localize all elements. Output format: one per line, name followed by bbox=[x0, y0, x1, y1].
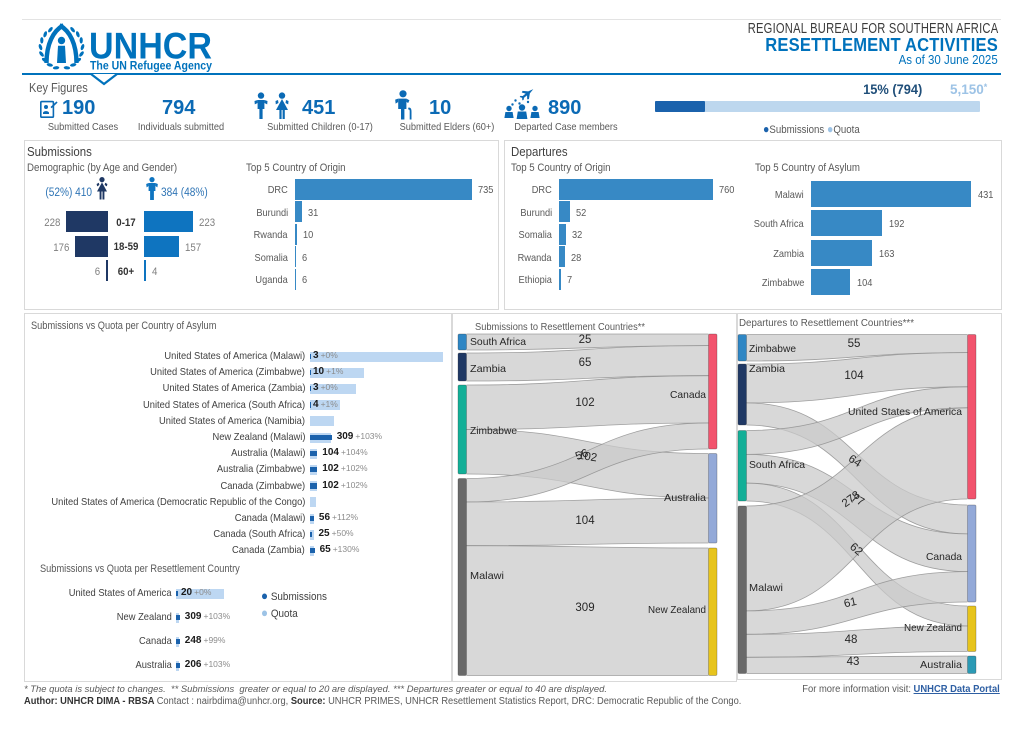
svg-text:104: 104 bbox=[575, 515, 595, 527]
svg-text:Australia: Australia bbox=[664, 492, 706, 504]
svg-text:55: 55 bbox=[848, 338, 861, 350]
svg-text:The UN Refugee Agency: The UN Refugee Agency bbox=[90, 60, 212, 73]
svg-text:56: 56 bbox=[574, 447, 590, 463]
svg-text:South Africa: South Africa bbox=[749, 459, 805, 471]
svg-text:65: 65 bbox=[579, 357, 592, 369]
svg-text:Australia: Australia bbox=[920, 659, 962, 671]
svg-text:61: 61 bbox=[843, 596, 858, 610]
svg-text:77: 77 bbox=[849, 492, 866, 509]
svg-text:Zambia: Zambia bbox=[470, 363, 506, 375]
svg-text:Zimbabwe: Zimbabwe bbox=[470, 425, 517, 437]
svg-text:Zimbabwe: Zimbabwe bbox=[749, 343, 796, 355]
svg-text:United States of America: United States of America bbox=[848, 406, 962, 418]
svg-text:Malawi: Malawi bbox=[470, 570, 504, 582]
svg-text:New Zealand: New Zealand bbox=[648, 604, 706, 616]
svg-text:104: 104 bbox=[844, 370, 864, 382]
svg-text:Submissions to Resettlement Co: Submissions to Resettlement Countries** bbox=[475, 321, 645, 333]
svg-text:Canada: Canada bbox=[926, 551, 962, 563]
svg-text:43: 43 bbox=[847, 656, 860, 668]
svg-text:Departures to Resettlement Cou: Departures to Resettlement Countries*** bbox=[739, 317, 914, 329]
svg-text:New Zealand: New Zealand bbox=[904, 622, 962, 634]
svg-text:102: 102 bbox=[577, 450, 598, 465]
svg-text:48: 48 bbox=[845, 634, 858, 646]
svg-text:Zambia: Zambia bbox=[749, 363, 785, 375]
svg-text:UNHCR: UNHCR bbox=[89, 26, 212, 67]
svg-text:Malawi: Malawi bbox=[749, 582, 783, 594]
svg-text:South Africa: South Africa bbox=[470, 336, 526, 348]
svg-text:309: 309 bbox=[575, 602, 594, 614]
svg-text:Canada: Canada bbox=[670, 389, 706, 401]
svg-text:102: 102 bbox=[575, 397, 594, 409]
svg-text:25: 25 bbox=[579, 334, 592, 346]
